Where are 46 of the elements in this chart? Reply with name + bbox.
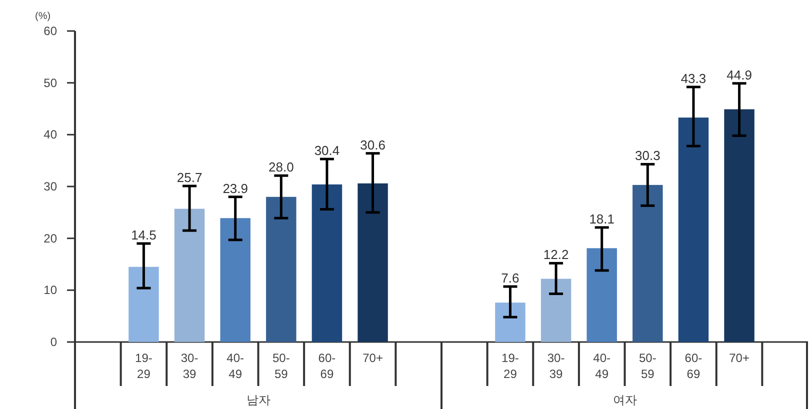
- data-label: 12.2: [543, 247, 569, 262]
- x-tick-label: 70+: [362, 351, 383, 365]
- data-label: 14.5: [131, 228, 156, 243]
- x-tick-label: 40-49: [593, 351, 611, 381]
- y-tick-label: 40: [44, 128, 58, 142]
- y-tick-label: 30: [44, 180, 58, 194]
- x-tick-label: 30-39: [547, 351, 565, 381]
- x-axis-title: 남자: [246, 393, 270, 407]
- bar: [128, 266, 159, 342]
- data-label: 28.0: [268, 160, 294, 175]
- x-tick-label: 30-39: [180, 351, 198, 381]
- bar: [220, 218, 250, 342]
- y-tick-label: 20: [44, 231, 58, 246]
- x-tick-label: 60-69: [318, 351, 336, 381]
- data-label: 25.7: [176, 170, 202, 185]
- data-label: 30.4: [314, 143, 340, 158]
- x-tick-label: 19-29: [502, 351, 519, 381]
- y-tick-label: 0: [50, 335, 58, 349]
- data-label: 30.6: [360, 137, 386, 152]
- y-tick-label: 50: [44, 76, 58, 90]
- bar: [312, 184, 342, 342]
- x-tick-label: 40-49: [226, 351, 244, 381]
- x-tick-label: 70+: [729, 351, 750, 365]
- bar: [724, 109, 754, 342]
- bar: [358, 183, 388, 342]
- bar: [586, 248, 617, 342]
- data-label: 44.9: [726, 67, 752, 82]
- bar: [174, 208, 205, 342]
- data-label: 30.3: [635, 148, 660, 164]
- bar: [678, 118, 709, 342]
- x-axis-title: 여자: [612, 393, 637, 407]
- x-tick-label: 50-59: [272, 351, 290, 381]
- y-axis-title: (%): [35, 11, 51, 22]
- bar: [495, 302, 526, 342]
- y-tick-label: 60: [44, 24, 58, 38]
- x-tick-label: 19-29: [135, 351, 152, 381]
- bar: [266, 196, 296, 342]
- x-tick-label: 50-59: [638, 351, 656, 381]
- data-label: 23.9: [222, 180, 248, 196]
- x-tick-label: 60-69: [684, 351, 702, 381]
- bar: [540, 278, 572, 342]
- data-label: 43.3: [680, 70, 706, 86]
- data-label: 18.1: [589, 211, 614, 226]
- data-label: 7.6: [501, 270, 520, 286]
- bar: [632, 184, 663, 342]
- y-tick-label: 10: [44, 283, 58, 298]
